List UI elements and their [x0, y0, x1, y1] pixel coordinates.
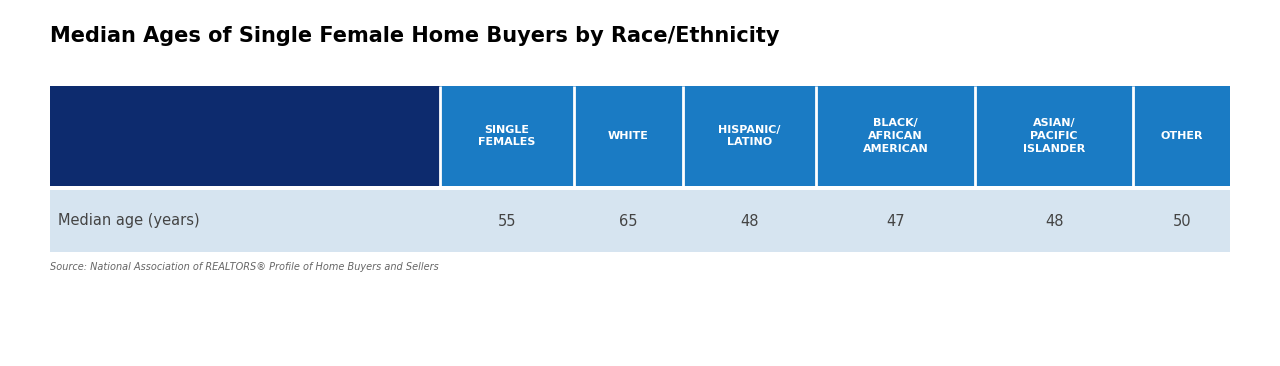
- Text: WHITE: WHITE: [608, 131, 649, 141]
- Text: Median Ages of Single Female Home Buyers by Race/Ethnicity: Median Ages of Single Female Home Buyers…: [50, 26, 780, 46]
- Bar: [573, 190, 682, 252]
- Bar: [975, 190, 1133, 252]
- Text: ASIAN/
PACIFIC
ISLANDER: ASIAN/ PACIFIC ISLANDER: [1023, 118, 1085, 154]
- Bar: [573, 86, 682, 186]
- Bar: [50, 190, 440, 252]
- Bar: [440, 86, 573, 186]
- Text: 55: 55: [498, 213, 516, 228]
- Bar: [682, 86, 817, 186]
- Text: 47: 47: [886, 213, 905, 228]
- Text: 50: 50: [1172, 213, 1190, 228]
- Bar: [1133, 190, 1230, 252]
- Text: OTHER: OTHER: [1161, 131, 1203, 141]
- Bar: [975, 86, 1133, 186]
- Text: HISPANIC/
LATINO: HISPANIC/ LATINO: [718, 124, 781, 147]
- Text: 48: 48: [1044, 213, 1064, 228]
- Text: Source: National Association of REALTORS® Profile of Home Buyers and Sellers: Source: National Association of REALTORS…: [50, 262, 439, 272]
- Bar: [682, 190, 817, 252]
- Bar: [1133, 86, 1230, 186]
- Text: Median age (years): Median age (years): [58, 213, 200, 228]
- Text: 48: 48: [740, 213, 759, 228]
- Text: SINGLE
FEMALES: SINGLE FEMALES: [479, 124, 535, 147]
- Bar: [817, 190, 975, 252]
- Text: 65: 65: [620, 213, 637, 228]
- Text: BLACK/
AFRICAN
AMERICAN: BLACK/ AFRICAN AMERICAN: [863, 118, 928, 154]
- Bar: [50, 86, 440, 186]
- Bar: [817, 86, 975, 186]
- Bar: [440, 190, 573, 252]
